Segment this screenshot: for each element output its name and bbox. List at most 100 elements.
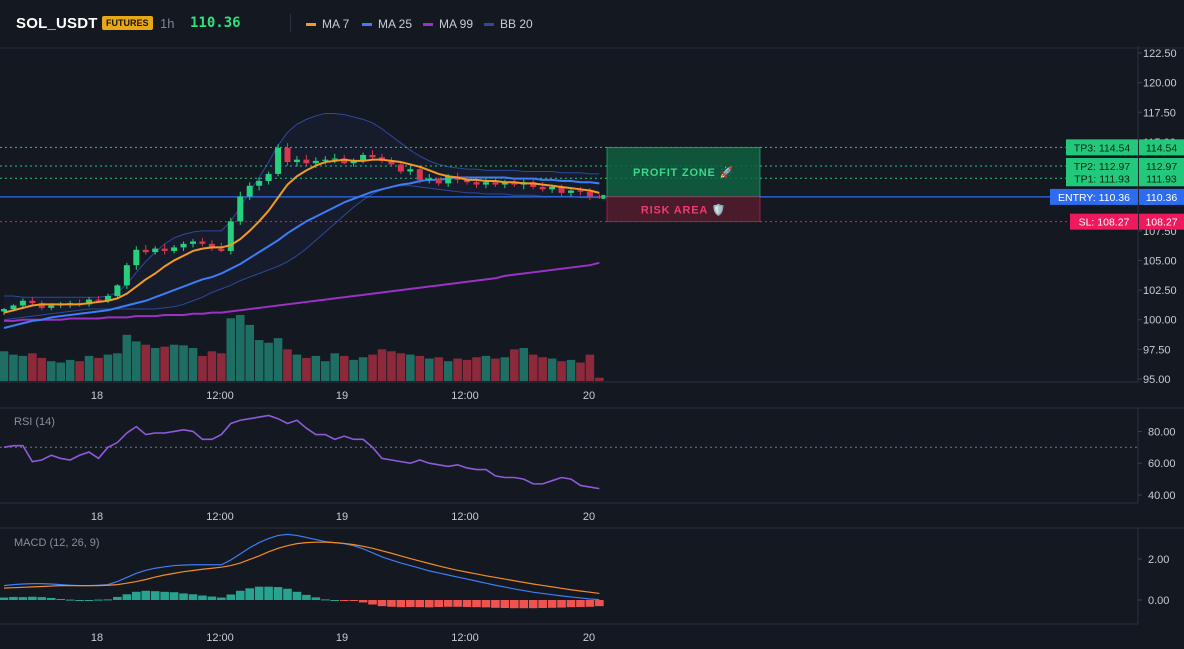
macd-time-label: 12:00 [451,632,479,644]
candle-up [171,247,178,251]
legend-ma25-label: MA 25 [378,17,413,31]
candle-up [190,241,196,244]
macd-time-label: 12:00 [206,632,234,644]
candle-up [407,169,414,172]
axis-tag-tp [1139,170,1184,187]
legend-bb20[interactable]: BB 20 [484,17,533,31]
level-tag-tp [1066,139,1138,156]
candle-up [1,309,7,312]
volume-bar [368,354,377,381]
last-price: 110.36 [190,15,241,31]
candle-up [19,300,26,306]
axis-tag-label: 112.97 [1146,161,1177,173]
volume-bar [292,354,302,381]
candle-up [312,160,319,164]
macd-pane: MACD (12, 26, 9) 2.00 0.00 18 12:00 19 12:00 20 [0,527,1184,644]
volume-bar [0,351,9,381]
risk-area-label: RISK AREA 🛡️ [641,203,726,216]
price-tick-label: 105.00 [1143,255,1177,267]
macd-histogram-bar [113,596,122,600]
volume-bar [141,344,151,381]
volume-bar [396,353,406,381]
macd-histogram-bar [557,600,566,608]
macd-histogram-bar [150,591,160,600]
candle-up [293,159,300,163]
volume-bar [254,340,264,381]
candle-up [549,186,556,190]
macd-histogram-bar [188,594,198,600]
volume-bar [528,354,538,381]
volume-bar [321,361,330,381]
volume-bar [510,349,519,381]
legend-ma99[interactable]: MA 99 [423,17,473,31]
rsi-time-label: 20 [583,511,595,523]
time-tick-label: 19 [336,390,348,402]
rsi-line [3,414,600,490]
macd-histogram-bar [481,600,491,608]
rsi-title: RSI (14) [14,416,55,428]
volume-bar [103,354,113,381]
candle-down [492,182,499,185]
price-tick-label: 100.00 [1143,315,1177,327]
candle-up [180,243,187,248]
volume-bar [188,348,198,381]
macd-histogram-bar [434,600,443,607]
macd-histogram-bar [198,595,207,600]
volume-bar [377,349,387,381]
candle-up [265,173,272,182]
macd-time-label: 18 [91,632,103,644]
candle-down [218,248,225,251]
legend-ma7[interactable]: MA 7 [306,17,349,31]
risk-area-box [606,196,761,222]
candle-down [303,159,310,164]
rsi-time-label: 12:00 [451,511,479,523]
macd-histogram-bar [500,600,510,608]
candle-up [426,178,433,180]
candle-up [133,249,140,266]
volume-bar [65,359,75,381]
macd-histogram-bar [547,600,557,608]
volume-bar [235,315,245,381]
timeframe-selector[interactable]: 1h [160,16,175,31]
candle-down [539,186,546,190]
rsi-tick-label: 60.00 [1148,458,1176,470]
candle-down [38,303,45,308]
candle-down [473,182,480,185]
volume-bar [491,358,500,381]
macd-histogram-bar [387,600,396,607]
candle-up [237,196,244,222]
macd-histogram-bar [141,590,151,600]
volume-bar [566,359,576,381]
candle-up [445,176,452,184]
macd-histogram-bar [9,596,18,600]
macd-histogram-bar [377,600,387,607]
macd-histogram-bar [396,600,406,608]
volume-bar [264,342,273,381]
price-tick-label: 97.50 [1143,344,1171,356]
legend-ma25[interactable]: MA 25 [362,17,412,31]
rsi-time-label: 12:00 [206,511,234,523]
candle-down [341,158,348,164]
macd-histogram-bar [510,600,519,609]
bollinger-band-fill [4,113,600,320]
macd-histogram-bar [566,600,576,608]
candle-down [142,249,149,253]
candle-up [568,190,574,193]
ma99-line [4,261,600,322]
level-tag-label: SL: 108.27 [1079,217,1130,229]
volume-bar [84,355,94,381]
candle-up [331,158,338,160]
symbol-title[interactable]: SOL_USDT [16,15,98,32]
profit-zone-box [606,147,761,198]
candle-down [29,300,36,304]
price-tick-label: 117.50 [1143,107,1176,119]
candle-down [511,182,518,185]
macd-histogram-bar [339,600,349,601]
volume-bar [273,338,283,381]
level-tag-label: ENTRY: 110.36 [1058,192,1130,204]
macd-histogram-bar [0,597,9,600]
macd-histogram-bar [122,594,132,600]
volume-bar [160,346,169,381]
candle-up [48,305,55,308]
